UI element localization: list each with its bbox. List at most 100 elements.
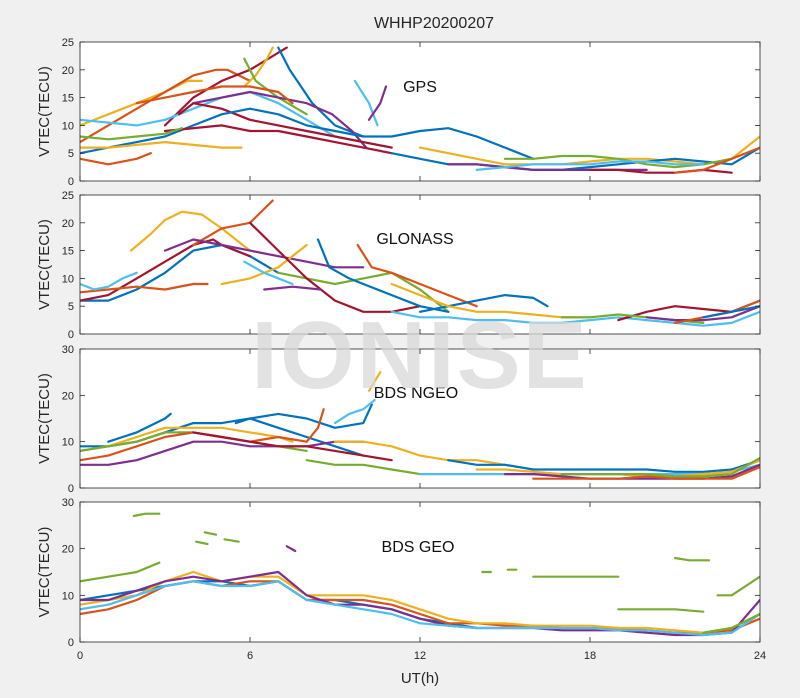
series-line [107,412,172,443]
y-tick-label: 20 [62,544,74,556]
series-line [285,545,297,553]
series-line [243,46,274,88]
series-line [80,440,365,466]
series-line [390,282,592,319]
y-tick-label: 0 [68,176,74,188]
series-line [80,127,184,141]
series-line [702,305,760,319]
series-line [367,371,382,392]
series-line [178,102,393,149]
series-line [243,260,294,286]
series-line [418,294,549,313]
series-line [163,238,365,269]
panel-label: BDS GEO [382,539,455,556]
y-tick-label: 0 [68,329,74,341]
y-tick-label: 30 [62,344,74,356]
series-line [80,152,152,166]
series-line [316,238,450,313]
panel-label: BDS NGEO [374,385,458,402]
y-tick-label: 0 [68,637,74,649]
x-tick-label: 24 [754,650,766,662]
series-line [702,612,760,634]
series-line [163,46,288,127]
y-tick-label: 25 [62,37,74,49]
series-line [80,570,760,637]
series-line [390,310,760,327]
series-line [305,459,422,476]
series-line [503,463,760,480]
axes-background [80,349,760,488]
panel-label: GLONASS [376,231,453,248]
panels: 0 5 10 15 20 25 VTEC(TECU) GPS 0 5 10 15 20 25 VTEC(TE… [36,37,766,662]
chart-title: WHHP20200207 [374,15,494,32]
series-line [80,426,294,452]
y-tick-label: 0 [68,483,74,495]
series-line [80,561,161,583]
series-line [80,580,760,637]
series-line [277,46,365,138]
series-line [716,575,760,597]
y-tick-label: 20 [62,390,74,402]
series-line [192,90,368,149]
series-line [353,79,379,127]
series-line [234,403,373,429]
series-line [135,85,294,105]
y-tick-label: 10 [62,437,74,449]
x-tick-label: 18 [584,650,596,662]
series-group [80,199,760,327]
series-line [532,466,760,480]
x-tick-label: 0 [77,650,83,662]
series-group [80,46,760,174]
y-axis-label: VTEC(TECU) [36,527,53,618]
series-line [80,79,203,127]
series-line [356,243,478,308]
series-line [475,160,705,171]
series-group [80,512,760,637]
series-line [203,531,218,536]
panel-0: 0 5 10 15 20 25 VTEC(TECU) GPS [36,37,761,188]
y-tick-label: 30 [62,497,74,509]
series-line [305,408,325,443]
y-axis-label: VTEC(TECU) [36,219,53,310]
series-line [617,608,705,613]
series-group [80,371,760,480]
series-line [333,440,507,466]
panel-3: 0 10 20 30 0 6 12 18 24 VTEC(TECU) BDS GEO [36,497,766,662]
series-line [192,431,393,462]
series-line [560,456,760,478]
x-tick-label: 6 [247,650,253,662]
y-tick-label: 15 [62,93,74,105]
series-line [263,285,322,291]
series-line [367,85,388,121]
y-tick-label: 20 [62,218,74,230]
y-tick-label: 15 [62,246,74,258]
x-tick-label: 12 [414,650,426,662]
series-line [223,538,240,543]
series-line [195,540,209,546]
y-tick-label: 20 [62,65,74,77]
series-line [645,305,760,322]
watermark-text: IONISE [251,302,588,409]
y-tick-label: 10 [62,273,74,285]
series-line [80,570,760,634]
series-line [80,282,209,294]
series-line [80,271,138,291]
series-line [673,146,760,174]
y-tick-label: 5 [68,301,74,313]
series-line [447,459,760,473]
series-line [333,398,376,425]
series-line [80,141,243,149]
series-line [588,168,733,174]
series-line [163,124,393,155]
panel-label: GPS [403,79,437,96]
series-line [129,210,252,252]
panel-2: 0 10 20 30 VTEC(TECU) BDS NGEO [36,344,761,495]
y-tick-label: 5 [68,148,74,160]
y-axis-label: VTEC(TECU) [36,373,53,464]
axes-background [80,502,760,642]
y-tick-label: 10 [62,120,74,132]
series-line [132,512,161,518]
series-line [80,107,535,160]
panel-1: 0 5 10 15 20 25 VTEC(TECU) GLONASS [36,190,761,341]
